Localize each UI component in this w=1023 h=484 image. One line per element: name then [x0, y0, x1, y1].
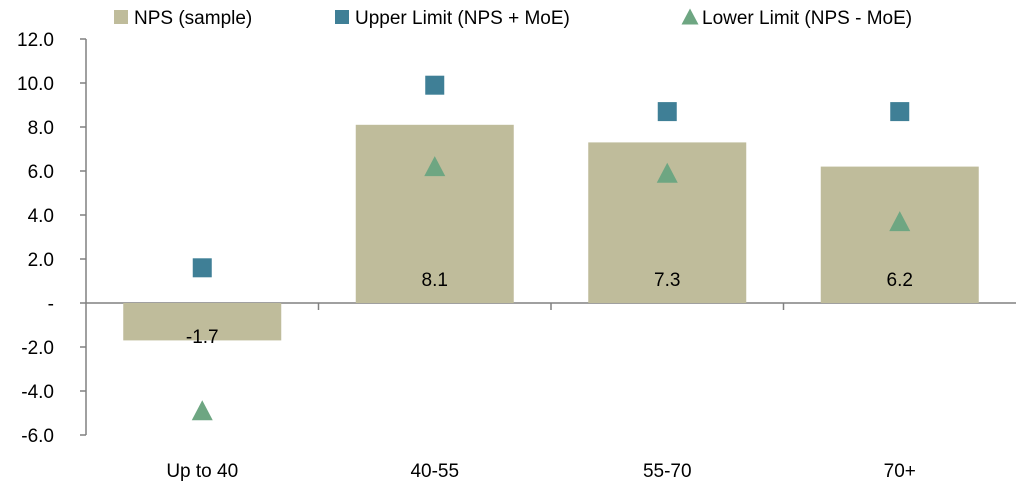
y-tick-label: 6.0 — [28, 162, 54, 183]
bar-data-label: 6.2 — [887, 270, 913, 291]
marker-lower-limit — [191, 400, 213, 421]
y-tick-label: -6.0 — [21, 426, 54, 447]
y-tick-label: 4.0 — [28, 206, 54, 227]
y-tick-label: 10.0 — [17, 74, 54, 95]
legend-item-upper-limit: Upper Limit (NPS + MoE) — [335, 8, 570, 29]
legend-label: Lower Limit (NPS - MoE) — [702, 8, 912, 29]
legend-swatch — [681, 8, 699, 25]
y-tick-label: 2.0 — [28, 250, 54, 271]
marker-upper-limit — [192, 258, 212, 278]
bars — [123, 124, 979, 341]
bar-data-label: -1.7 — [186, 327, 219, 348]
marker-lower-limit — [656, 162, 678, 183]
bar-nps-sample — [123, 303, 282, 341]
y-tick-label: -2.0 — [21, 338, 54, 359]
bar-nps-sample — [820, 166, 979, 303]
x-category-label: 55-70 — [643, 461, 692, 482]
legend-label: Upper Limit (NPS + MoE) — [355, 8, 570, 29]
legend: NPS (sample) Upper Limit (NPS + MoE) Lower… — [114, 8, 912, 29]
bar-data-label: 8.1 — [422, 270, 448, 291]
legend-swatch — [335, 10, 349, 24]
x-category-label: 70+ — [884, 461, 916, 482]
marker-lower-limit — [424, 156, 446, 177]
markers — [191, 75, 911, 421]
marker-lower-limit — [889, 211, 911, 232]
legend-swatch — [114, 10, 128, 24]
legend-item-lower-limit: Lower Limit (NPS - MoE) — [681, 8, 912, 29]
marker-upper-limit — [657, 102, 677, 122]
y-tick-label: 8.0 — [28, 118, 54, 139]
x-category-label: Up to 40 — [166, 461, 238, 482]
legend-item-nps-sample: NPS (sample) — [114, 8, 252, 29]
legend-label: NPS (sample) — [134, 8, 252, 29]
bar-data-label: 7.3 — [654, 270, 680, 291]
marker-upper-limit — [425, 75, 445, 95]
y-tick-label: 12.0 — [17, 30, 54, 51]
y-tick-label: -4.0 — [21, 382, 54, 403]
bar-nps-sample — [355, 124, 514, 303]
data-labels: -1.7 8.1 7.3 6.2 — [186, 270, 913, 348]
y-tick-label: - — [48, 294, 54, 315]
marker-upper-limit — [890, 102, 910, 122]
x-category-label: 40-55 — [410, 461, 459, 482]
